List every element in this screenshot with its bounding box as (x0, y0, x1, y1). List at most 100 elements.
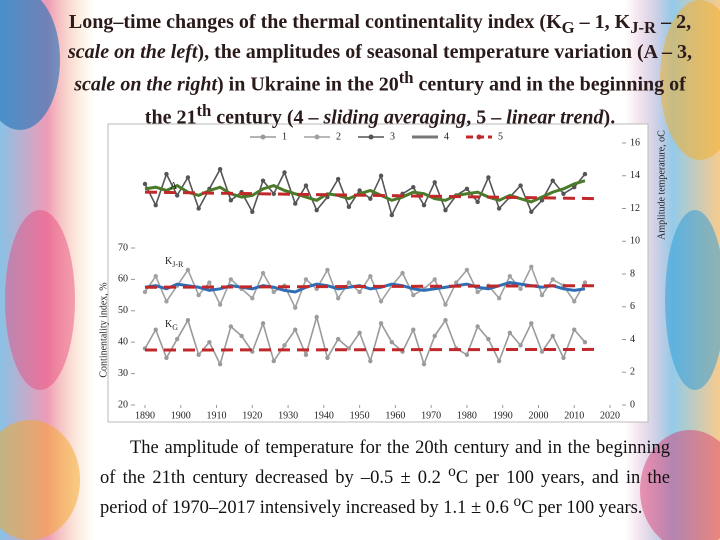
x-tick-label: 1930 (278, 410, 298, 421)
data-point (153, 203, 158, 208)
data-point (293, 201, 298, 206)
x-tick-label: 1990 (493, 410, 513, 421)
data-point (368, 274, 373, 279)
data-point (453, 280, 459, 285)
data-point (411, 327, 416, 332)
data-point (325, 267, 330, 273)
data-point (539, 349, 545, 354)
data-point (196, 206, 201, 211)
text-part: o (448, 463, 456, 480)
text-part: linear trend (506, 106, 604, 129)
data-point (518, 343, 523, 348)
series-line (144, 314, 586, 367)
data-point (260, 270, 266, 276)
data-point (432, 277, 437, 282)
data-point (475, 324, 480, 329)
data-point (335, 336, 341, 342)
data-point (550, 333, 555, 339)
data-point (539, 292, 545, 298)
data-point (443, 302, 448, 307)
data-point (303, 277, 309, 282)
data-point (357, 188, 362, 193)
legend-label: 1 (282, 131, 287, 142)
y-axis-title: Continentality index, % (98, 282, 109, 377)
data-point (271, 191, 276, 196)
data-point (464, 186, 470, 192)
data-point (421, 361, 427, 367)
legend-label: 4 (444, 131, 449, 142)
data-point (582, 340, 588, 345)
annotation-sub: G (172, 323, 178, 332)
text-part: C per 100 years, and in the period of 19… (100, 468, 670, 519)
data-point (464, 352, 470, 357)
footer-text: The amplitude of temperature for the 20t… (100, 436, 670, 520)
data-point (475, 199, 480, 205)
data-point (389, 340, 395, 345)
data-point (250, 209, 255, 214)
x-tick-label: 1900 (171, 410, 191, 421)
data-point (507, 330, 513, 335)
legend-label: 2 (336, 131, 341, 142)
y2-tick-label: 4 (630, 334, 635, 345)
data-point (346, 204, 352, 210)
data-point (250, 296, 255, 301)
legend-label: 5 (498, 131, 503, 142)
text-part: C per 100 years. (521, 498, 643, 519)
annotation: KJ-R (165, 256, 184, 269)
data-point (142, 181, 148, 187)
annotation: KG (165, 319, 178, 332)
x-tick-label: 1970 (421, 410, 441, 421)
data-point (314, 314, 319, 320)
data-point (185, 267, 191, 273)
text-part: G (561, 18, 575, 37)
data-point (496, 358, 502, 364)
data-point (153, 327, 158, 332)
y2-tick-label: 16 (630, 137, 640, 148)
annotation-sub: J-R (172, 260, 184, 269)
legend-marker (314, 134, 320, 140)
text-part: – 1, K (574, 11, 631, 33)
text-part: J-R (630, 18, 657, 37)
y-tick-label: 20 (118, 399, 128, 410)
y-tick-label: 60 (118, 274, 128, 285)
data-point (411, 185, 416, 190)
series-line (144, 347, 600, 352)
annotation-text: A (170, 181, 178, 192)
data-point (368, 358, 373, 364)
data-point (582, 171, 588, 177)
data-point (185, 318, 191, 323)
data-point (443, 207, 448, 213)
annotation: A (170, 181, 178, 192)
data-point (529, 209, 534, 214)
x-tick-label: 1950 (350, 410, 370, 421)
data-point (217, 167, 223, 172)
legend-label: 3 (390, 131, 395, 142)
data-point (550, 178, 555, 183)
data-point (496, 296, 502, 301)
data-point (443, 318, 448, 323)
series-line (144, 284, 600, 289)
y2-axis-title: Amplitude temperature, oC (656, 130, 667, 240)
series-line (144, 179, 586, 204)
data-point (293, 305, 298, 310)
data-point (378, 321, 384, 326)
data-point (282, 170, 287, 175)
data-point (400, 270, 405, 276)
data-point (271, 289, 276, 295)
data-point (572, 299, 577, 304)
data-point (475, 289, 480, 295)
data-point (582, 280, 588, 285)
data-point (529, 321, 534, 326)
data-point (228, 198, 234, 203)
data-point (207, 280, 212, 285)
data-point (217, 361, 223, 367)
data-point (228, 277, 234, 282)
y2-tick-label: 0 (630, 399, 635, 410)
text-part: – 2, (656, 11, 692, 33)
series-line (144, 264, 586, 310)
data-point (164, 171, 169, 177)
data-point (486, 336, 491, 342)
data-point (293, 327, 298, 332)
